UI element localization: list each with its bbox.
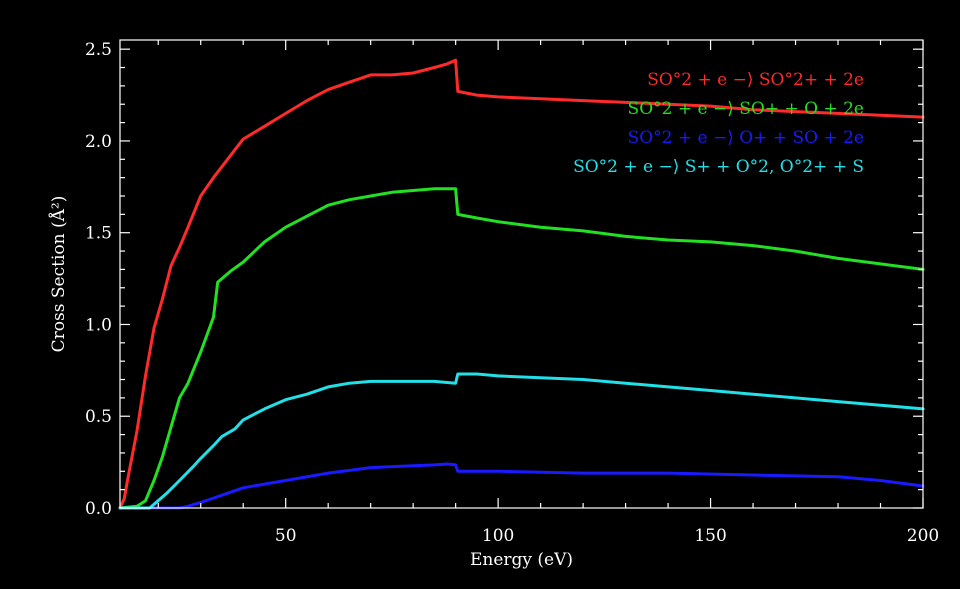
x-tick-label: 200 (907, 526, 939, 546)
tick-labels-group: 50 100 150 200 0.0 0.5 1.0 1.5 2.0 2.5 (85, 40, 939, 546)
ticks-group (120, 40, 924, 509)
x-axis-label: Energy (eV) (470, 550, 573, 570)
y-tick-label: 0.5 (85, 407, 112, 427)
y-tick-label: 2.5 (85, 40, 112, 60)
y-tick-label: 1.0 (85, 315, 112, 335)
y-tick-label: 1.5 (85, 224, 112, 244)
y-tick-label: 0.0 (85, 499, 112, 519)
series-group (118, 58, 925, 510)
series-line-1 (118, 58, 925, 510)
legend-entry-1: SO°2 + e −⟩ SO°2+ + 2e (647, 70, 864, 90)
x-tick-label: 100 (482, 526, 514, 546)
legend-entry-2: SO°2 + e −⟩ SO+ + O + 2e (628, 99, 864, 119)
y-axis-label: Cross Section (Å²) (48, 196, 69, 353)
legend-entry-4: SO°2 + e −⟩ S+ + O°2, O°2+ + S (573, 157, 864, 177)
legend-entry-3: SO°2 + e −⟩ O+ + SO + 2e (628, 128, 864, 148)
x-tick-label: 50 (275, 526, 297, 546)
series-line-2 (118, 187, 925, 510)
legend: SO°2 + e −⟩ SO°2+ + 2e SO°2 + e −⟩ SO+ + … (573, 70, 864, 177)
y-tick-label: 2.0 (85, 132, 112, 152)
plot-frame (119, 39, 924, 509)
x-tick-label: 150 (694, 526, 726, 546)
series-line-4 (118, 372, 925, 510)
series-line-3 (118, 462, 925, 510)
